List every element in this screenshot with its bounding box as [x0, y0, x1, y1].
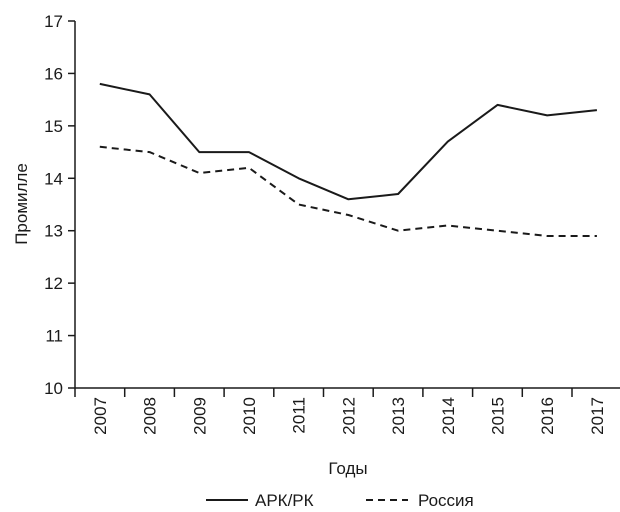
x-tick-label: 2015: [488, 397, 507, 435]
series-line-1: [99, 145, 597, 237]
y-tick-label: 10: [44, 379, 63, 398]
x-tick-label: 2016: [538, 397, 557, 435]
x-axis-title: Годы: [328, 459, 367, 478]
y-tick-label: 14: [44, 169, 63, 188]
x-tick-label: 2013: [389, 397, 408, 435]
legend-label-1: Россия: [418, 491, 474, 510]
y-tick-label: 15: [44, 117, 63, 136]
x-tick-label: 2008: [141, 397, 160, 435]
series-layer: [99, 82, 598, 237]
y-tick-label: 17: [44, 12, 63, 31]
x-tick-label: 2007: [91, 397, 110, 435]
series-line-0: [99, 82, 598, 201]
legend-label-0: АРК/РК: [255, 491, 314, 510]
x-axis: 2007 2008 2009 2010 2011 2012 2013 2014 2015 2016…: [74, 387, 620, 435]
y-axis: 10 11 12 13 14 15 16 17: [44, 12, 76, 398]
x-tick-label: 2014: [439, 397, 458, 435]
x-tick-label: 2010: [240, 397, 259, 435]
y-axis-title: Промилле: [12, 163, 31, 245]
x-tick-label: 2009: [190, 397, 209, 435]
legend: АРК/РК Россия: [206, 491, 474, 510]
y-tick-label: 11: [45, 327, 63, 346]
x-tick-label: 2017: [588, 397, 607, 435]
x-tick-label: 2011: [290, 397, 309, 434]
x-tick-label: 2012: [339, 397, 358, 435]
y-tick-label: 16: [44, 64, 63, 83]
y-tick-label: 12: [44, 274, 63, 293]
y-tick-label: 13: [44, 222, 63, 241]
